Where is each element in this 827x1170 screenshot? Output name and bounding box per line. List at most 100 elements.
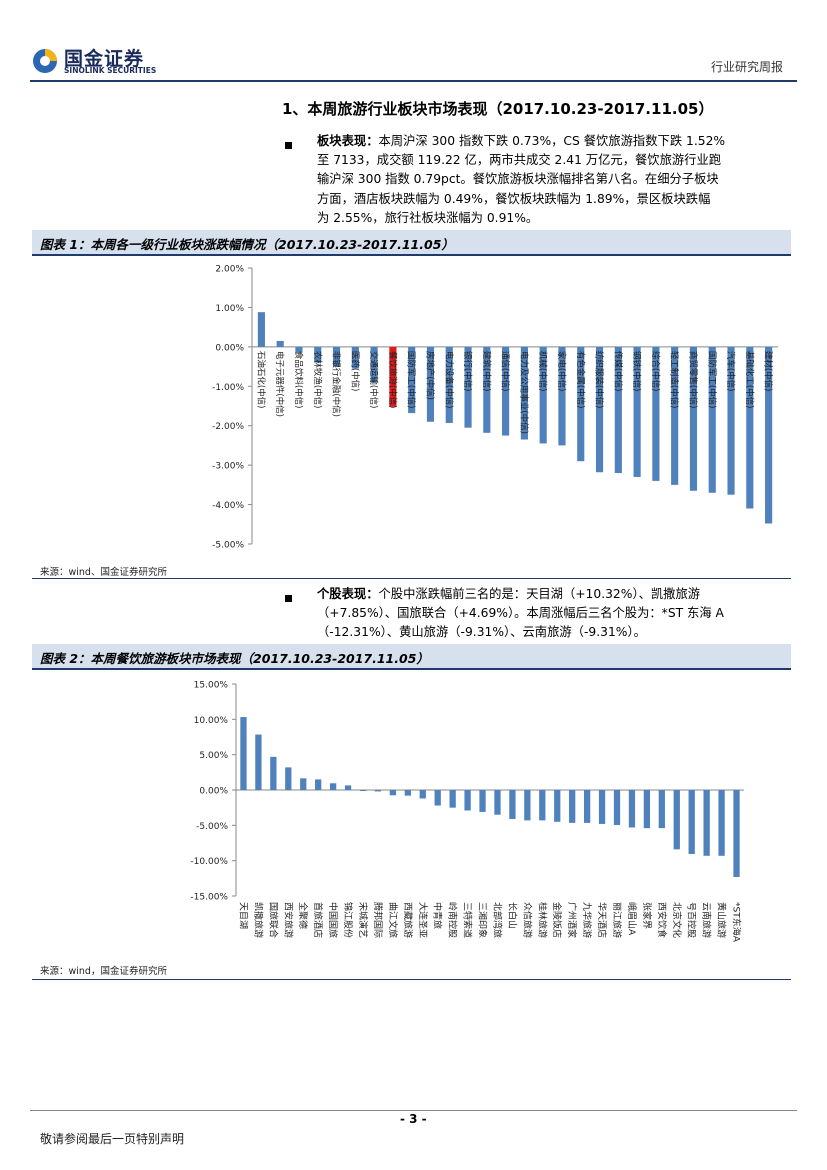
section-title: 1、本周旅游行业板块市场表现（2017.10.23-2017.11.05） — [282, 100, 714, 118]
chart2-bar — [688, 790, 695, 854]
chart2-category-label: 西安旅游 — [282, 902, 294, 938]
chart1-bar — [332, 346, 341, 367]
chart1-category-label: 轻工制造(中信) — [669, 351, 680, 409]
chart2-y-tick-label: 0.00% — [199, 787, 228, 797]
chart1-category-label: 非银行金融(中信) — [331, 351, 342, 417]
chart2-category-label: 岭南控股 — [447, 902, 459, 938]
chart2-category-label: 中国国旅 — [327, 902, 339, 938]
chart2-bar — [733, 790, 740, 877]
chart2-bar — [643, 790, 651, 829]
chart2-bar — [315, 779, 322, 790]
chart2-category-label: 丽江旅游 — [611, 902, 623, 938]
chart1-category-label: 交通运输(中信) — [368, 351, 379, 409]
sector-performance-paragraph: 板块表现：本周沪深 300 指数下跌 0.73%，CS 餐饮旅游指数下跌 1.5… — [317, 132, 791, 228]
chart2-bar — [255, 734, 262, 790]
chart1-bar — [765, 346, 773, 524]
figure2-bottom-rule — [32, 979, 791, 980]
chart1-bar — [295, 346, 303, 353]
chart2-category-label: 西藏旅游 — [402, 902, 414, 938]
figure1-bottom-rule — [32, 578, 791, 579]
chart1-y-tick-label: 2.00% — [215, 265, 244, 275]
chart2-category-label: 大连圣亚 — [417, 902, 429, 938]
chart2-category-label: 锦江股份 — [342, 902, 354, 938]
chart1-bar — [652, 346, 660, 481]
chart2-bar — [524, 790, 531, 821]
para2-label: 个股表现： — [317, 587, 379, 601]
figure2-title: 图表 2：本周餐饮旅游板块市场表现（2017.10.23-2017.11.05） — [40, 651, 429, 666]
chart1-bar — [502, 346, 510, 436]
chart2-bar — [464, 790, 471, 811]
chart2-category-label: 峨眉山A — [626, 902, 638, 936]
chart2-bar — [300, 778, 307, 790]
para1-line-3: 输沪深 300 指数 0.79pct。餐饮旅游板块涨幅排名第八名。在细分子板块 — [317, 172, 719, 187]
chart2-category-label: 腾邦国际 — [372, 902, 384, 938]
chart2-y-tick-label: -5.00% — [196, 822, 228, 832]
para2-line-3: （-12.31%）、黄山旅游（-9.31%）、云南旅游（-9.31%）。 — [317, 625, 646, 640]
chart1-category-label: 食品饮料(中信) — [293, 351, 304, 409]
chart1-category-label: 家电(中信) — [556, 351, 567, 392]
chart1-category-label: 综合(中信) — [650, 351, 661, 392]
chart1-y-tick-label: -5.00% — [212, 541, 244, 551]
chart1-y-tick-label: -1.00% — [212, 383, 244, 393]
chart2-y-tick-label: 5.00% — [199, 751, 228, 761]
chart1-y-tick-label: 0.00% — [215, 343, 244, 353]
chart1-bar — [408, 346, 416, 414]
chart1-y-tick-label: -4.00% — [212, 501, 244, 511]
chart2-category-label: 天目湖 — [237, 902, 248, 929]
chart2-category-label: 广州酒家 — [566, 902, 578, 938]
chart2-bar — [583, 790, 591, 823]
chart1-bar — [445, 346, 453, 423]
chart2-bar — [389, 790, 397, 796]
chart1-category-label: 国防军工(中信) — [706, 351, 717, 409]
header-divider — [30, 80, 797, 82]
bullet-square-icon — [285, 142, 292, 149]
chart2-bar — [285, 767, 292, 790]
chart1-bar — [314, 346, 322, 363]
chart2-category-label: 三特索道 — [462, 902, 474, 938]
chart1-bar — [351, 346, 359, 369]
chart2-y-tick-label: 15.00% — [194, 681, 229, 691]
chart1-y-tick-label: -3.00% — [212, 462, 244, 472]
chart2-category-label: 凯撒旅游 — [252, 902, 264, 938]
chart2-category-label: 中青旅 — [432, 902, 444, 929]
chart1-category-label: 农林牧渔(中信) — [312, 351, 323, 409]
para1-line-5: 为 2.55%，旅行社板块涨幅为 0.91%。 — [317, 210, 539, 225]
chart1-bar — [746, 346, 754, 509]
figure2-title-bar — [32, 644, 791, 670]
chart1-category-label: 钢铁(中信) — [631, 351, 642, 392]
chart1-bar — [708, 346, 716, 493]
chart1-bar — [426, 346, 435, 422]
chart2-bar — [718, 790, 725, 856]
chart1-bar — [614, 346, 622, 474]
chart2-category-label: 北部湾旅 — [491, 902, 503, 938]
chart1-bar — [633, 346, 641, 477]
chart1-bar — [276, 340, 284, 347]
chart2-y-tick-label: -10.00% — [190, 857, 228, 867]
chart1-category-label: 商贸零售(中信) — [687, 351, 698, 409]
company-logo-icon — [33, 49, 57, 73]
chart2-bar — [554, 790, 561, 822]
bullet-square-icon — [285, 595, 292, 602]
para1-line-4: 方面，酒店板块跌幅为 0.49%，餐饮板块跌幅为 1.89%，景区板块跌幅 — [317, 191, 711, 206]
figure1-title: 图表 1：本周各一级行业板块涨跌幅情况（2017.10.23-2017.11.0… — [40, 237, 454, 252]
chart2-category-label: 九华旅游 — [581, 902, 593, 938]
chart1-category-label: 通信(中信) — [500, 351, 511, 392]
chart2-bar — [270, 756, 277, 790]
chart2-bar — [539, 790, 546, 821]
chart1-category-label: 餐饮旅游(中信) — [387, 351, 398, 409]
chart2-category-label: 金陵饭店 — [551, 902, 563, 938]
page-number: - 3 - — [400, 1112, 427, 1126]
chart2-bar — [509, 790, 516, 819]
chart2-bar — [703, 790, 710, 856]
figure1-source: 来源：wind、国金证券研究所 — [40, 567, 167, 578]
logo-english-name: SINOLINK SECURITIES — [64, 66, 157, 75]
chart2-bar — [329, 783, 337, 790]
chart2-bar — [359, 790, 367, 791]
chart2-category-label: 国旅联合 — [267, 902, 279, 938]
chart2-bar — [404, 790, 411, 796]
chart1-bar — [577, 346, 585, 462]
chart1-category-label: 房地产(中信) — [424, 351, 435, 400]
chart2-category-label: 北京文化 — [671, 902, 683, 938]
chart1-bar — [727, 346, 735, 495]
chart1-bar — [689, 346, 698, 491]
